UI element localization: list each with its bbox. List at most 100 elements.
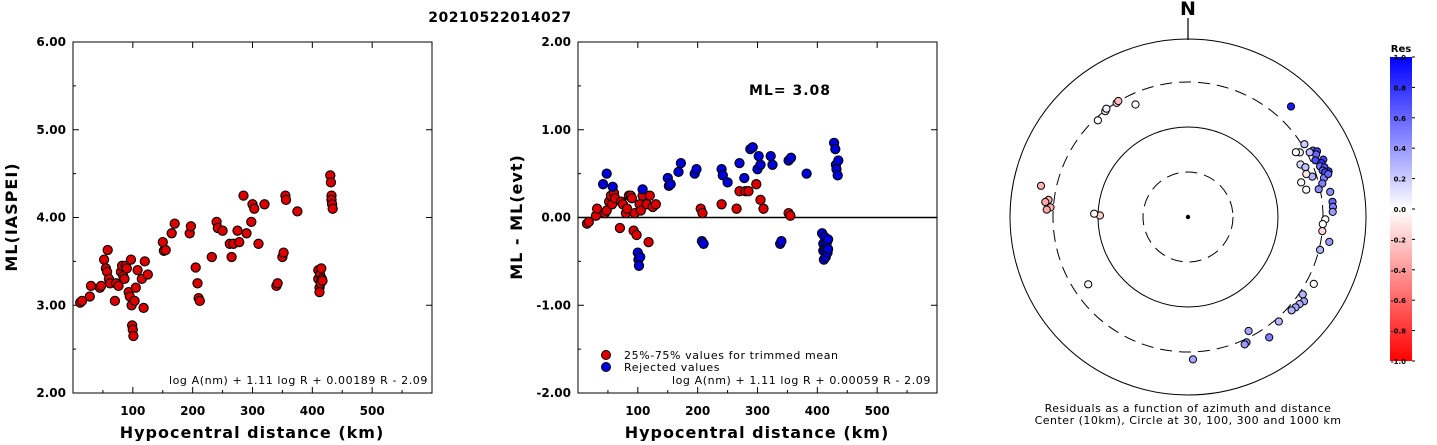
colorbar-tick-label: -0.4 [1391, 267, 1406, 275]
legend-label-rejected: Rejected values [624, 361, 720, 374]
data-point [644, 190, 655, 201]
data-point [317, 275, 328, 286]
data-point [832, 170, 843, 181]
data-point [98, 254, 110, 265]
y-tick-label: 5.00 [36, 123, 66, 137]
y-tick-label: 1.00 [541, 123, 571, 137]
data-point [194, 295, 205, 307]
data-point [192, 278, 203, 289]
data-point [650, 199, 661, 210]
y-axis-label: ML - ML(evt) [507, 154, 526, 280]
data-point [643, 236, 654, 248]
x-axis-label: Hypocentral distance (km) [625, 423, 890, 441]
data-point [767, 159, 778, 170]
y-tick-label: -1.00 [536, 298, 571, 312]
data-point [316, 263, 327, 274]
data-point [119, 273, 130, 285]
data-point [801, 168, 812, 179]
data-point [765, 150, 776, 162]
epicenter-marker [1185, 214, 1191, 220]
y-tick-label: 2.00 [541, 35, 571, 49]
data-point [325, 177, 337, 188]
data-point [160, 244, 171, 256]
residual-point [1240, 340, 1249, 349]
data-point [822, 243, 834, 255]
x-tick-label: 300 [745, 404, 770, 418]
data-point [833, 155, 844, 166]
data-point [675, 157, 687, 169]
colorbar-ticks: 1.0 0.8 0.6 0.4 0.2 0.0 -0.2 -0.4 -0.6 -0.8 -1.0 [1391, 54, 1415, 366]
data-point [113, 280, 124, 292]
formula-label: log A(nm) + 1.11 log R + 0.00189 R - 2.0… [169, 374, 428, 387]
data-point [246, 216, 257, 228]
data-point [259, 199, 270, 210]
data-point [85, 280, 97, 292]
data-point [232, 225, 243, 236]
residual-point [1297, 178, 1306, 187]
data-point [272, 278, 283, 289]
data-point [734, 157, 745, 169]
residual-point [1244, 326, 1253, 336]
residual-point [1265, 333, 1274, 342]
axis-ticks: 100 200 300 400 500 -2.00 -1.00 0.00 1.00 2.00 [536, 35, 937, 418]
data-point [76, 295, 88, 307]
data-point [166, 228, 177, 239]
y-axis-label: ML(IASPEI) [2, 162, 21, 271]
data-point [747, 142, 758, 153]
residual-point [1131, 100, 1140, 109]
y-tick-label: 4.00 [36, 211, 66, 225]
data-point [102, 244, 113, 256]
data-point [597, 179, 609, 190]
residual-point [1324, 170, 1333, 179]
data-point [280, 194, 292, 206]
residual-point [1114, 96, 1123, 106]
data-points [75, 170, 338, 342]
data-point [128, 330, 139, 342]
data-point [691, 164, 702, 175]
data-point [169, 218, 180, 229]
data-point [190, 262, 201, 273]
data-point [601, 168, 612, 179]
caption-line-1: Residuals as a function of azimuth and d… [1045, 402, 1332, 415]
x-tick-label: 100 [625, 404, 650, 418]
residual-point [1298, 290, 1307, 299]
data-point [241, 228, 252, 239]
residual-point [1300, 140, 1309, 149]
caption-line-2: Center (10km), Circle at 30, 100, 300 an… [1035, 414, 1342, 427]
data-point [697, 207, 708, 219]
colorbar-tick-label: 1.0 [1394, 54, 1407, 62]
data-point [758, 203, 769, 214]
y-tick-label: 3.00 [36, 298, 66, 312]
residual-point [1302, 169, 1311, 179]
y-tick-label: 2.00 [36, 386, 66, 400]
data-point [743, 186, 754, 197]
ml-annotation: ML= 3.08 [749, 83, 831, 99]
data-point [665, 179, 676, 190]
y-tick-label: -2.00 [536, 386, 571, 400]
residual-point [1314, 185, 1323, 194]
residual-point [1318, 220, 1327, 229]
residual-point [1301, 163, 1310, 172]
data-point [621, 203, 633, 214]
residual-point [1316, 245, 1325, 254]
data-point [217, 225, 228, 236]
y-tick-label: 6.00 [36, 35, 66, 49]
data-point [132, 264, 143, 276]
data-point [238, 190, 249, 201]
residual-point [1188, 355, 1198, 364]
colorbar-tick-label: 0.6 [1394, 115, 1407, 123]
data-point [637, 184, 648, 195]
colorbar: Res 1.0 0.8 0.6 0.4 0.2 0.0 -0.2 -0.4 -0.6 -0.8 -1… [1390, 44, 1415, 366]
colorbar-tick-label: -0.2 [1391, 236, 1406, 244]
data-point [138, 302, 149, 314]
data-point [292, 206, 303, 217]
data-point [278, 247, 289, 258]
data-point [785, 210, 796, 221]
colorbar-tick-label: 0.2 [1394, 176, 1407, 184]
data-point [717, 170, 728, 181]
data-point [776, 236, 787, 247]
legend-marker-trimmed [601, 350, 611, 360]
north-label: N [1180, 0, 1196, 20]
x-tick-label: 500 [865, 404, 890, 418]
ring-30km [1142, 171, 1234, 263]
